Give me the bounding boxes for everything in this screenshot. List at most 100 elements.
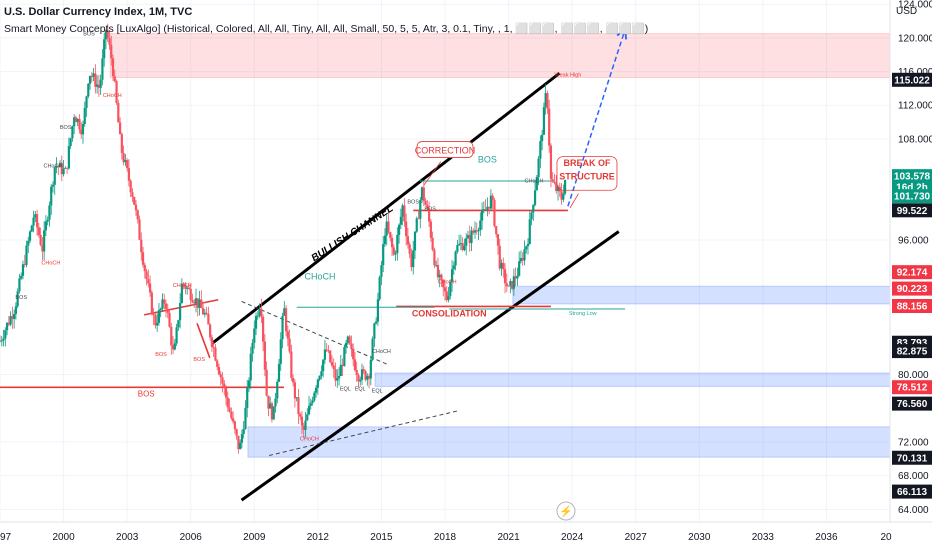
candle-body xyxy=(193,302,196,304)
channel-upper xyxy=(210,72,561,345)
candle-body xyxy=(18,278,21,292)
candle-body xyxy=(307,405,311,415)
candle-body xyxy=(44,221,48,231)
replay-icon xyxy=(556,501,576,521)
price-badge-label: 92.174 xyxy=(897,268,928,279)
price-badge-label: 103.578 xyxy=(894,172,931,183)
candle-body xyxy=(272,406,275,420)
candle-body xyxy=(28,231,32,241)
price-badge-label: 99.522 xyxy=(897,206,928,217)
candle-body xyxy=(450,269,454,282)
correction-box xyxy=(416,141,474,158)
candle-body xyxy=(186,287,189,289)
candle-body xyxy=(50,186,53,206)
candle-body xyxy=(159,308,162,311)
candle-body xyxy=(101,58,104,80)
candle-body xyxy=(472,230,475,233)
candle-body xyxy=(525,246,528,250)
annotation-label: BOS xyxy=(83,31,95,37)
candle-body xyxy=(292,377,295,383)
candle-body xyxy=(337,376,341,379)
candle-body xyxy=(330,361,334,366)
candle-body xyxy=(249,353,252,381)
candle-body xyxy=(247,380,251,389)
candle-body xyxy=(51,184,55,187)
candle-body xyxy=(90,75,93,77)
candle-body xyxy=(140,239,143,253)
zone-blue xyxy=(512,285,891,305)
candle-body xyxy=(412,250,415,268)
candle-body xyxy=(235,429,238,436)
candle-body xyxy=(415,218,418,232)
candle-body xyxy=(187,287,191,289)
break-of-structure-box xyxy=(556,156,618,191)
candle-body xyxy=(325,349,328,351)
candle-body xyxy=(260,308,263,317)
candle-body xyxy=(475,230,478,232)
candle-body xyxy=(362,369,365,372)
candle-body xyxy=(542,107,545,135)
candle-body xyxy=(118,122,122,135)
candle-body xyxy=(170,326,173,346)
candle-body xyxy=(224,387,228,398)
price-badge-label: 83.793 xyxy=(897,338,928,349)
wedge-break xyxy=(196,323,211,359)
candle-body xyxy=(163,299,166,304)
candle-body xyxy=(182,283,185,285)
candle-body xyxy=(436,264,440,278)
candle-body xyxy=(350,343,353,349)
candle-body xyxy=(544,93,547,108)
x-tick-label: 2009 xyxy=(243,532,266,543)
candle-body xyxy=(424,200,427,206)
candle-body xyxy=(532,204,535,213)
triangle-top xyxy=(241,300,388,366)
candle-body xyxy=(526,244,530,247)
candle-body xyxy=(62,168,65,175)
candle-body xyxy=(32,217,35,226)
x-tick-label: 20 xyxy=(880,532,892,543)
candle-body xyxy=(262,316,265,342)
y-tick-label: 72.000 xyxy=(898,438,929,449)
candle-body xyxy=(313,392,316,401)
candle-body xyxy=(376,299,379,322)
candle-body xyxy=(85,96,88,108)
candle-body xyxy=(410,253,413,268)
candle-body xyxy=(148,283,152,293)
candle-body xyxy=(364,371,367,380)
y-tick-label: 116.000 xyxy=(898,67,932,78)
candle-body xyxy=(533,190,537,205)
candle-body xyxy=(147,279,150,284)
candle-body xyxy=(562,193,565,200)
candle-body xyxy=(60,162,63,175)
candle-body xyxy=(277,363,281,382)
correction-callout-line xyxy=(423,161,442,186)
candle-body xyxy=(509,281,512,286)
candle-body xyxy=(468,235,471,244)
candle-body xyxy=(389,231,392,238)
candle-body xyxy=(456,245,459,252)
price-badge xyxy=(892,265,932,280)
candle-body xyxy=(57,165,60,168)
candle-body xyxy=(9,316,12,325)
candle-body xyxy=(73,117,76,127)
candle-body xyxy=(76,119,79,123)
candle-body xyxy=(353,359,357,371)
candle-body xyxy=(348,336,351,344)
annotation-label: Strong Low xyxy=(569,311,597,317)
candle-body xyxy=(306,414,309,421)
price-badge-label: 66.113 xyxy=(897,487,927,498)
candle-body xyxy=(406,236,410,245)
candle-body xyxy=(403,205,406,222)
candle-body xyxy=(390,237,394,248)
candle-body xyxy=(355,370,358,376)
candle-body xyxy=(367,376,371,379)
candle-body xyxy=(97,84,100,88)
candle-body xyxy=(212,346,215,348)
annotation-label: BOS xyxy=(424,206,436,212)
annotation-label: BOS xyxy=(138,390,155,399)
candle-body xyxy=(164,303,168,309)
candle-body xyxy=(256,315,259,317)
candle-body xyxy=(223,383,226,388)
candle-body xyxy=(286,331,289,339)
